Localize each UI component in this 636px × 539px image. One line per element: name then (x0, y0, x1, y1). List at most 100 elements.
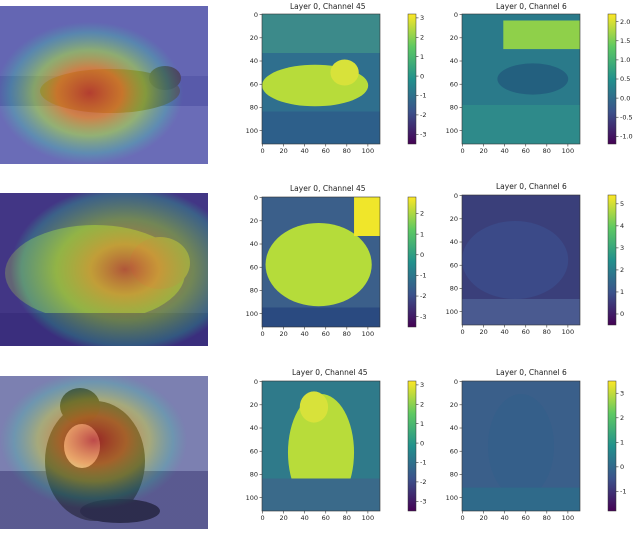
x-tick-label: 100 (362, 514, 374, 522)
y-tick-label: 60 (450, 447, 458, 455)
y-tick-label: 20 (250, 34, 258, 42)
x-tick-label: 0 (460, 514, 464, 522)
heatmap-region (330, 59, 359, 86)
x-tick-label: 100 (562, 514, 574, 522)
heatmap-region (487, 394, 555, 498)
x-tick-label: 20 (279, 147, 287, 155)
colorbar-tick-label: 0.0 (620, 94, 630, 102)
colorbar (607, 13, 617, 145)
x-tick-label: 100 (362, 147, 374, 155)
colorbar-tick-label: -1 (420, 92, 426, 100)
y-tick-label: 100 (246, 494, 258, 502)
colorbar-tick-label: 1 (420, 230, 424, 238)
panel-title: Layer 0, Channel 6 (496, 182, 567, 191)
x-tick-label: 20 (279, 330, 287, 338)
colorbar-tick-label: -0.5 (620, 113, 633, 121)
colorbar-tick-label: 1 (620, 288, 624, 296)
colorbar-tick-label: 2 (620, 266, 624, 274)
x-tick-label: 60 (322, 330, 330, 338)
colorbar-tick-label: 1 (420, 420, 424, 428)
x-tick-label: 20 (479, 328, 487, 336)
colorbar-tick-label: 3 (620, 389, 624, 397)
heatmap-image (462, 381, 580, 511)
y-tick-label: 100 (446, 127, 458, 135)
y-tick-label: 20 (250, 401, 258, 409)
overlay-image-cat-sleeping (0, 193, 208, 346)
heatmap-region (262, 111, 380, 144)
colorbar-tick-label: 0 (420, 439, 424, 447)
y-tick-label: 60 (450, 80, 458, 88)
x-tick-label: 80 (343, 514, 351, 522)
heatmap-region (354, 197, 380, 236)
y-tick-label: 40 (250, 424, 258, 432)
x-tick-label: 20 (479, 514, 487, 522)
colorbar-tick-label: 5 (620, 200, 624, 208)
colorbar-tick-label: -1 (620, 488, 626, 496)
x-tick-label: 0 (260, 514, 264, 522)
heatmap-plot: 0 20 40 60 80 100 0 20 40 60 80 100 2 1 0 -1 -2 -3 (246, 194, 427, 338)
colorbar-tick-label: -2 (420, 292, 426, 300)
colorbar-tick-label: 2 (420, 33, 424, 41)
x-tick-label: 20 (279, 514, 287, 522)
heatmap-region (262, 307, 380, 327)
colorbar-tick-label: -1.0 (620, 133, 633, 141)
x-tick-label: 100 (562, 147, 574, 155)
colorbar-tick-label: 0 (620, 463, 624, 471)
x-tick-label: 80 (343, 330, 351, 338)
panel-title: Layer 0, Channel 45 (292, 368, 368, 377)
x-tick-label: 20 (479, 147, 487, 155)
heatmap-region (497, 63, 569, 95)
y-tick-label: 0 (454, 378, 458, 386)
colorbar (407, 380, 417, 512)
heatmap-region (265, 223, 372, 307)
colorbar-tick-label: 2 (420, 400, 424, 408)
heatmap-plot: 0 20 40 60 80 100 0 20 40 60 80 100 3 2 1 0 -1 (446, 378, 627, 522)
heatmap-image (262, 381, 380, 511)
panel-title: Layer 0, Channel 45 (290, 2, 366, 11)
y-tick-label: 40 (450, 238, 458, 246)
heatmap-region (462, 221, 569, 299)
panel-title: Layer 0, Channel 6 (496, 368, 567, 377)
x-tick-label: 60 (322, 147, 330, 155)
y-tick-label: 100 (246, 127, 258, 135)
y-tick-label: 0 (454, 192, 458, 200)
heatmap-panel-r1-c45: Layer 0, Channel 45 0 20 40 60 80 100 0 20 40 60 8… (244, 2, 434, 162)
y-tick-label: 100 (246, 310, 258, 318)
heatmap-panel-r1-c6: Layer 0, Channel 6 0 20 40 60 80 100 0 20 40 60 80… (444, 2, 636, 162)
x-tick-label: 40 (501, 147, 509, 155)
x-tick-label: 80 (543, 147, 551, 155)
colorbar-tick-label: 3 (420, 381, 424, 389)
colorbar-tick-label: 0 (420, 251, 424, 259)
heatmap-region (462, 487, 580, 511)
colorbar-tick-label: 0 (620, 310, 624, 318)
x-tick-label: 0 (460, 147, 464, 155)
y-tick-label: 80 (450, 104, 458, 112)
colorbar-tick-label: 3 (620, 244, 624, 252)
y-tick-label: 40 (250, 57, 258, 65)
y-tick-label: 20 (450, 34, 458, 42)
y-tick-label: 60 (250, 447, 258, 455)
overlay-image-cat-lying (0, 6, 208, 164)
colorbar-tick-label: 2 (420, 210, 424, 218)
heatmap-region (262, 478, 380, 511)
plot-frame (261, 13, 381, 145)
y-tick-label: 80 (250, 287, 258, 295)
y-tick-label: 100 (446, 494, 458, 502)
x-tick-label: 100 (362, 330, 374, 338)
heatmap-plot: 0 20 40 60 80 100 0 20 40 60 80 100 5 4 3 2 1 0 (446, 192, 625, 336)
colorbar-tick-label: -3 (420, 130, 426, 138)
overlay-image-cat-sitting (0, 376, 208, 529)
heatmap-plot: 0 20 40 60 80 100 0 20 40 60 80 100 3 2 1 0 -1 -2 -3 (246, 378, 427, 522)
plot-frame (461, 13, 581, 145)
heatmap-region (262, 14, 380, 53)
x-tick-label: 100 (562, 328, 574, 336)
plot-frame (461, 194, 581, 326)
heatmap-region (299, 391, 329, 423)
x-tick-label: 0 (260, 330, 264, 338)
colorbar-tick-label: 1 (620, 439, 624, 447)
y-tick-label: 0 (454, 11, 458, 19)
y-tick-label: 0 (254, 378, 258, 386)
heatmap-panel-r3-c6: Layer 0, Channel 6 0 20 40 60 80 100 0 20 40 60 80… (444, 368, 636, 534)
y-tick-label: 80 (450, 285, 458, 293)
x-tick-label: 40 (301, 330, 309, 338)
